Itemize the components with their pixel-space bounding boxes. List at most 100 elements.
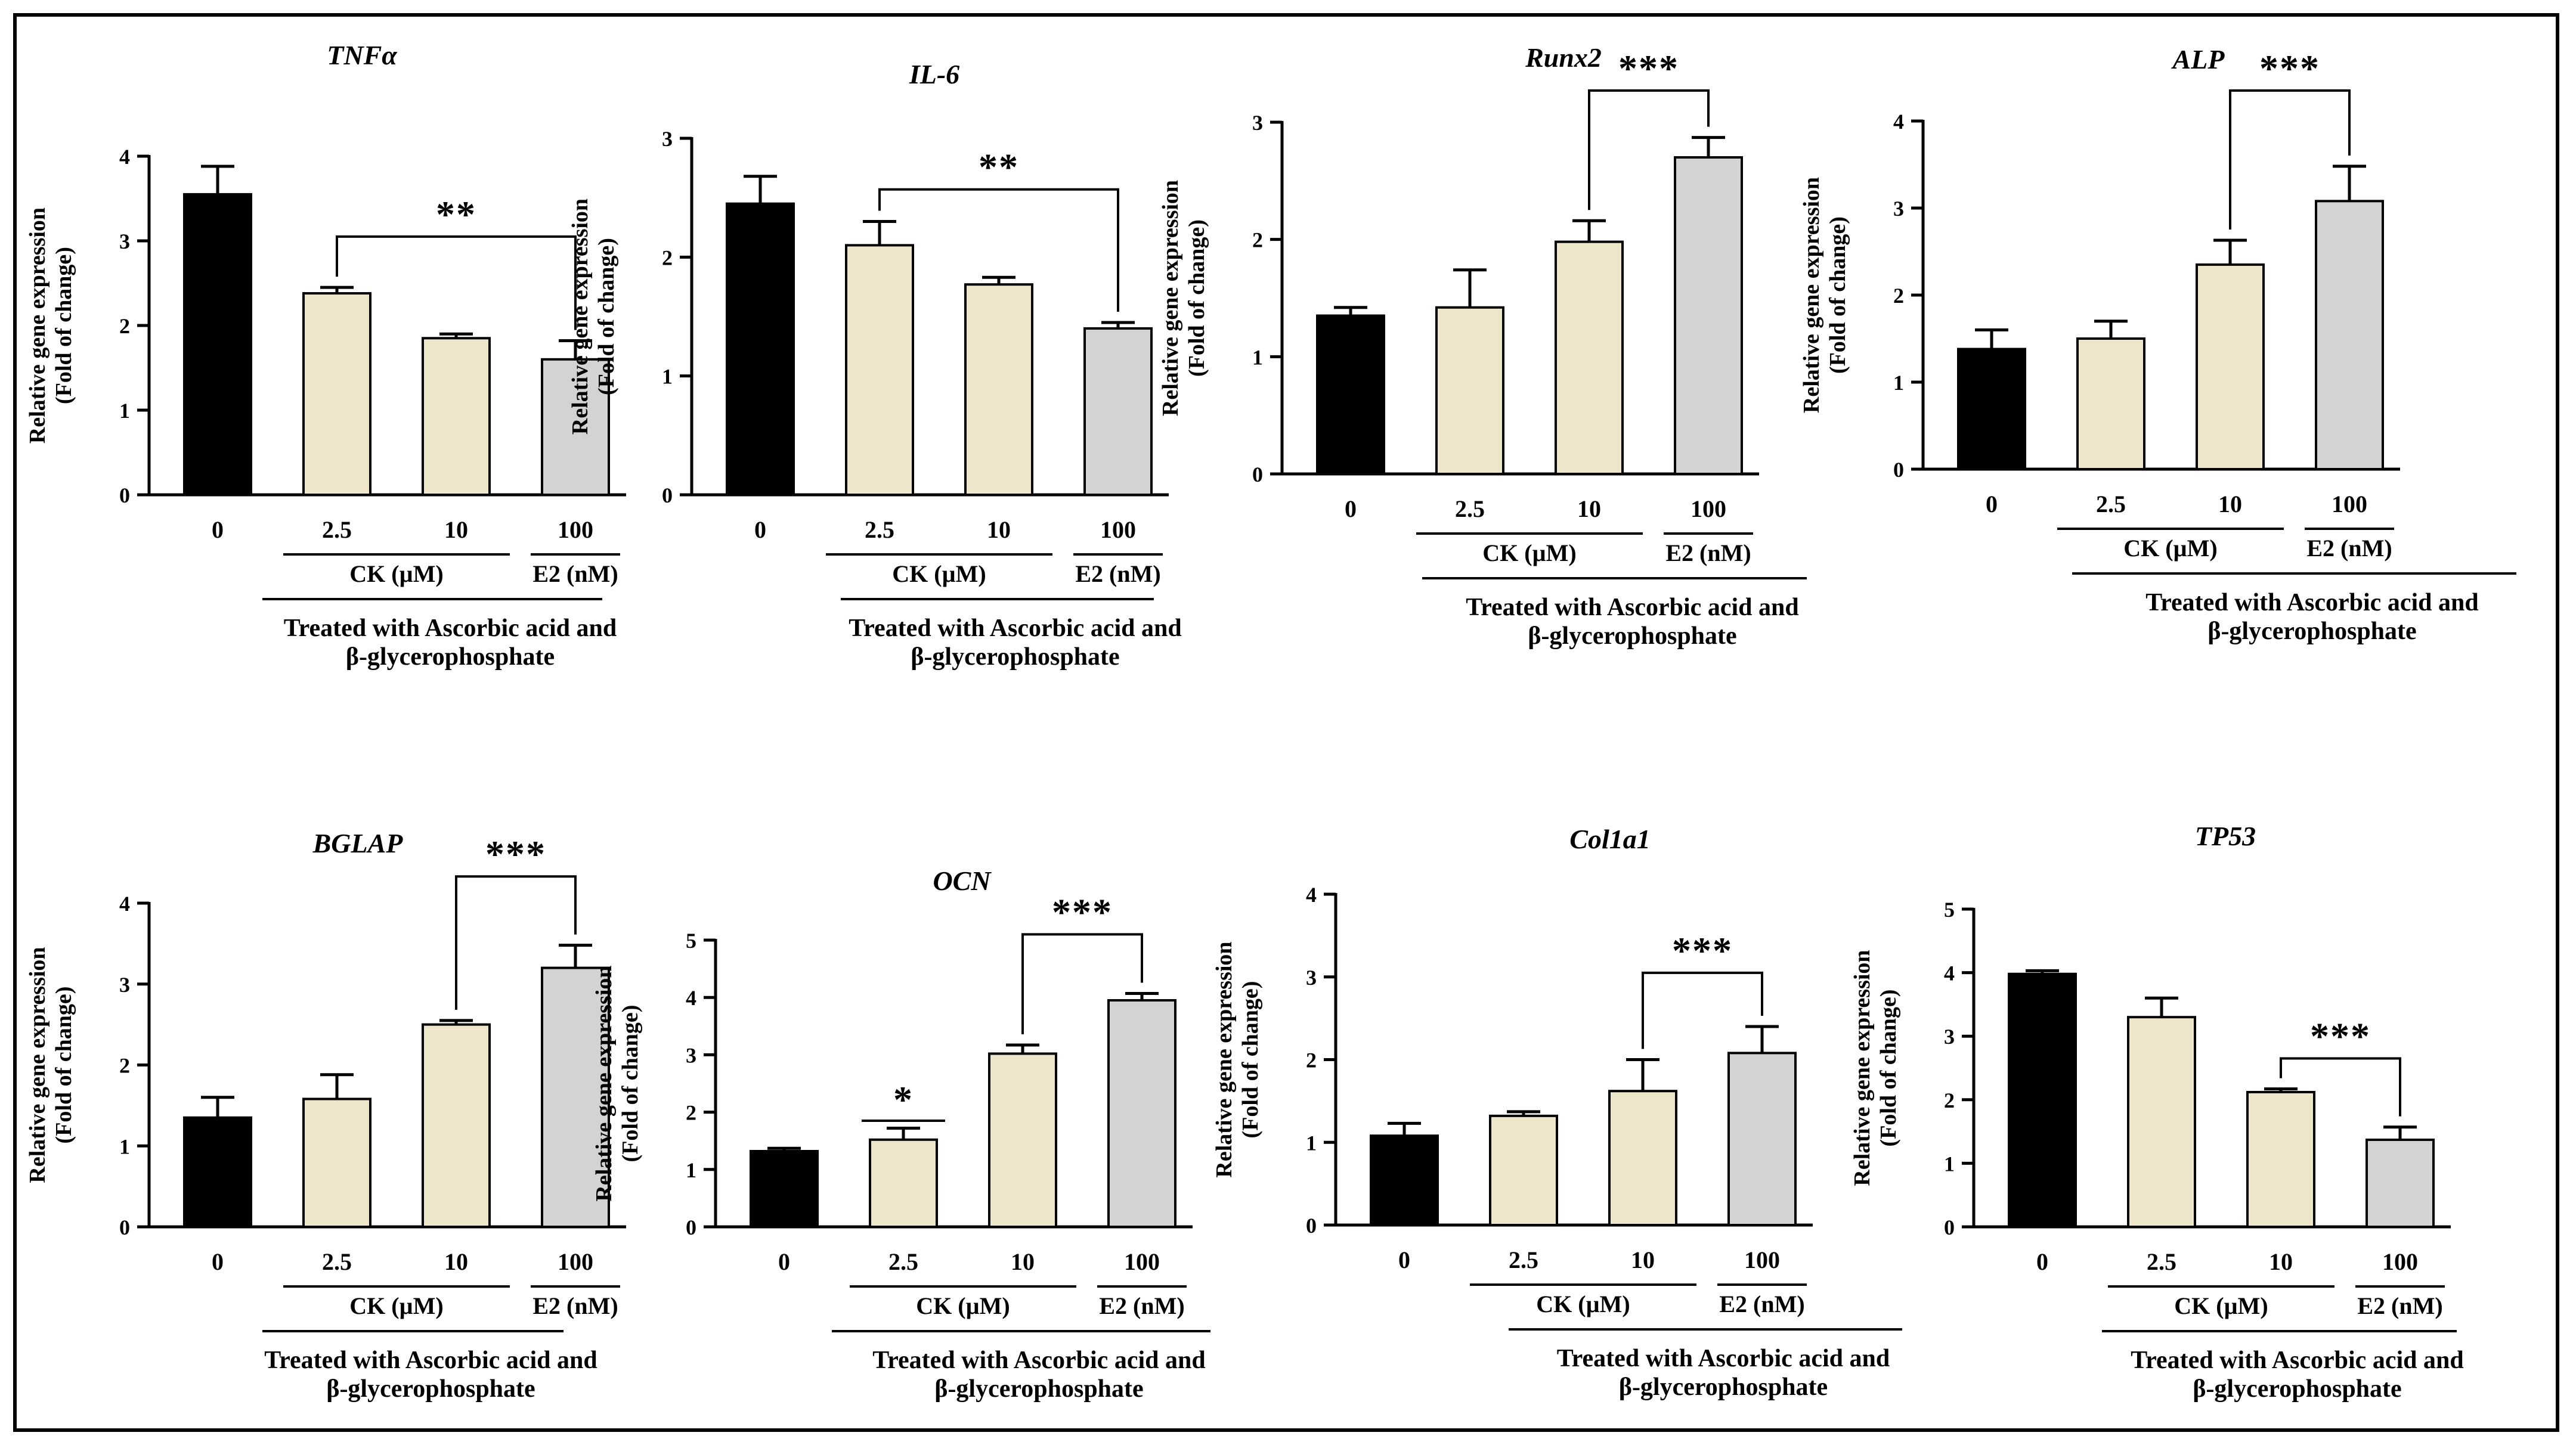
y-tick-label: 1 (1252, 345, 1263, 369)
treatment-label: Treated with Ascorbic acid and (2145, 589, 2478, 616)
e2-group-label: E2 (nM) (2357, 1292, 2442, 1319)
significance-bracket (455, 875, 577, 1010)
x-category-label: 100 (558, 516, 593, 543)
bar-ck (2127, 1016, 2196, 1228)
bar-ck (422, 337, 491, 496)
bar-ck (845, 244, 914, 496)
significance-label: *** (2259, 47, 2320, 89)
x-category-label: 100 (1100, 516, 1136, 543)
y-tick-label: 3 (1893, 197, 1904, 221)
x-category-label: 2.5 (2147, 1248, 2176, 1275)
ck-group-label: CK (µM) (349, 560, 443, 587)
x-category-label: 10 (987, 516, 1011, 543)
bar-control (1316, 314, 1385, 475)
x-category-label: 0 (1345, 495, 1357, 522)
x-category-label: 0 (1398, 1247, 1410, 1273)
bar-ck (1608, 1090, 1677, 1226)
x-category-label: 10 (1011, 1248, 1035, 1275)
y-tick-label: 2 (1306, 1049, 1317, 1072)
treatment-label: Treated with Ascorbic acid and (872, 1347, 1205, 1374)
x-category-label: 100 (1744, 1247, 1780, 1273)
y-tick-label: 1 (1944, 1152, 1955, 1176)
significance-bracket (1642, 971, 1763, 1049)
y-axis-subtitle: (Fold of change) (51, 987, 76, 1144)
bar-control (750, 1150, 819, 1228)
treatment-label-line2: β-glycerophosphate (2193, 1375, 2401, 1403)
ck-group-label: CK (µM) (892, 560, 986, 587)
bar-ck (2246, 1091, 2315, 1229)
y-tick-label: 1 (1893, 371, 1904, 395)
x-category-label: 2.5 (322, 1248, 352, 1275)
y-tick-label: 3 (1252, 111, 1263, 135)
y-tick-label: 2 (662, 246, 673, 269)
chart-title: Runx2 (1525, 42, 1602, 73)
bar-ck (302, 1097, 371, 1229)
e2-group-label: E2 (nM) (1665, 539, 1751, 566)
x-category-label: 2.5 (1455, 495, 1485, 522)
y-axis-title: Relative gene expression (568, 199, 593, 435)
y-tick-label: 0 (119, 1216, 130, 1239)
y-axis-subtitle: (Fold of change) (1825, 216, 1850, 374)
bar-ck (422, 1023, 491, 1228)
x-category-label: 0 (1986, 491, 1998, 517)
bar-ck (869, 1138, 938, 1228)
y-tick-label: 2 (686, 1101, 696, 1125)
bar-ck (1555, 240, 1624, 475)
treatment-label: Treated with Ascorbic acid and (264, 1347, 597, 1374)
treatment-label: Treated with Ascorbic acid and (1466, 594, 1798, 621)
y-tick-label: 0 (1306, 1214, 1317, 1238)
y-tick-label: 4 (119, 892, 130, 916)
bar-ck (964, 283, 1033, 496)
treatment-label: Treated with Ascorbic acid and (284, 615, 617, 642)
y-tick-label: 3 (686, 1043, 696, 1067)
bar-control (183, 193, 252, 496)
y-axis-title: Relative gene expression (1850, 950, 1875, 1186)
y-axis-title: Relative gene expression (25, 207, 50, 444)
panel-ocn: OCN Relative gene expression (Fold of chan… (592, 866, 1210, 1403)
significance-label: *** (1618, 47, 1679, 89)
treatment-label-line2: β-glycerophosphate (346, 643, 555, 671)
treatment-label: Treated with Ascorbic acid and (849, 615, 1181, 642)
y-tick-label: 4 (1306, 883, 1317, 907)
ck-group-label: CK (µM) (349, 1292, 443, 1319)
bar-control (1957, 348, 2026, 471)
x-category-label: 0 (778, 1248, 790, 1275)
y-tick-label: 0 (1893, 458, 1904, 482)
bar-ck (302, 292, 371, 496)
treatment-label: Treated with Ascorbic acid and (1557, 1345, 1890, 1372)
y-axis-title: Relative gene expression (1212, 941, 1237, 1177)
x-category-label: 100 (2382, 1248, 2418, 1275)
e2-group-label: E2 (nM) (1075, 560, 1160, 587)
panel-tp53: TP53 Relative gene expression (Fold of cha… (1850, 821, 2464, 1403)
y-tick-label: 3 (119, 973, 130, 997)
x-category-label: 10 (444, 516, 468, 543)
x-category-label: 100 (2332, 491, 2367, 517)
significance-bracket (1588, 89, 1710, 210)
significance-bracket (2229, 89, 2351, 230)
treatment-label: Treated with Ascorbic acid and (2131, 1347, 2463, 1374)
y-axis-title: Relative gene expression (25, 947, 50, 1183)
bar-e2 (1107, 999, 1176, 1228)
x-category-label: 10 (1631, 1247, 1655, 1273)
treatment-label-line2: β-glycerophosphate (1528, 622, 1736, 650)
chart-title: TNFα (327, 40, 398, 70)
y-tick-label: 1 (686, 1158, 696, 1182)
bar-e2 (1083, 327, 1153, 497)
significance-bracket (878, 188, 1119, 312)
bar-e2 (2366, 1138, 2435, 1229)
x-category-label: 0 (2036, 1248, 2048, 1275)
bar-ck (988, 1052, 1057, 1228)
x-category-label: 10 (444, 1248, 468, 1275)
y-tick-label: 1 (662, 365, 673, 389)
y-tick-label: 3 (1944, 1025, 1955, 1049)
chart-title: IL-6 (909, 59, 959, 89)
treatment-label-line2: β-glycerophosphate (326, 1375, 535, 1403)
ck-group-label: CK (µM) (2174, 1292, 2268, 1319)
bar-control (1370, 1134, 1439, 1227)
significance-bracket (2280, 1057, 2401, 1117)
e2-group-label: E2 (nM) (532, 1292, 618, 1319)
ck-group-label: CK (µM) (916, 1292, 1010, 1319)
panel-alp: ALP Relative gene expression (Fold of chan… (1799, 44, 2516, 645)
